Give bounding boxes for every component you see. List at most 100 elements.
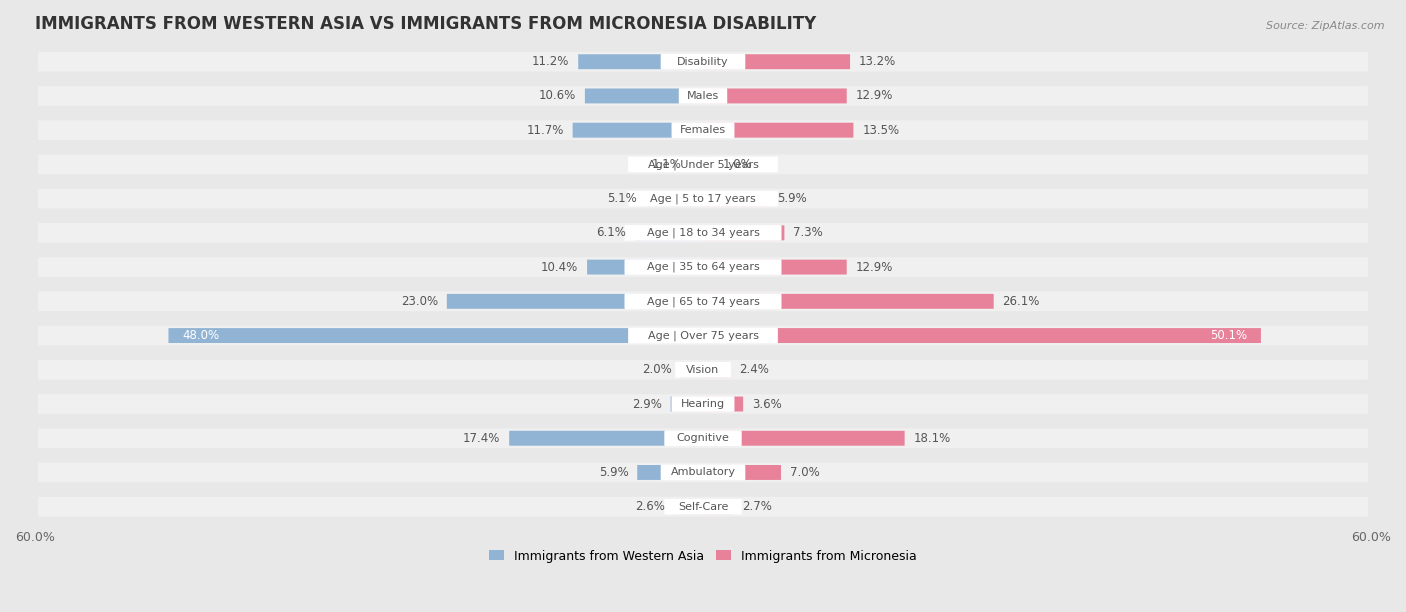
FancyBboxPatch shape	[661, 465, 745, 480]
FancyBboxPatch shape	[647, 191, 703, 206]
FancyBboxPatch shape	[38, 257, 1368, 277]
Text: 2.6%: 2.6%	[636, 500, 665, 513]
FancyBboxPatch shape	[690, 157, 703, 172]
Text: 1.0%: 1.0%	[723, 158, 752, 171]
Text: Cognitive: Cognitive	[676, 433, 730, 443]
FancyBboxPatch shape	[624, 225, 782, 241]
Text: 50.1%: 50.1%	[1211, 329, 1247, 342]
FancyBboxPatch shape	[681, 362, 703, 377]
Text: Disability: Disability	[678, 57, 728, 67]
FancyBboxPatch shape	[624, 259, 782, 275]
FancyBboxPatch shape	[703, 54, 851, 69]
FancyBboxPatch shape	[38, 291, 1368, 311]
FancyBboxPatch shape	[703, 157, 714, 172]
FancyBboxPatch shape	[672, 396, 734, 412]
FancyBboxPatch shape	[38, 86, 1368, 106]
Text: Age | 18 to 34 years: Age | 18 to 34 years	[647, 228, 759, 238]
Text: Ambulatory: Ambulatory	[671, 468, 735, 477]
FancyBboxPatch shape	[628, 157, 778, 172]
FancyBboxPatch shape	[703, 123, 853, 138]
Text: 10.6%: 10.6%	[538, 89, 576, 102]
Text: 2.4%: 2.4%	[738, 364, 769, 376]
FancyBboxPatch shape	[38, 52, 1368, 72]
Text: 1.1%: 1.1%	[652, 158, 682, 171]
Text: 5.9%: 5.9%	[778, 192, 807, 205]
Text: 6.1%: 6.1%	[596, 226, 626, 239]
Text: Females: Females	[681, 125, 725, 135]
Text: Males: Males	[688, 91, 718, 101]
FancyBboxPatch shape	[38, 428, 1368, 448]
FancyBboxPatch shape	[38, 223, 1368, 243]
FancyBboxPatch shape	[637, 465, 703, 480]
FancyBboxPatch shape	[509, 431, 703, 446]
FancyBboxPatch shape	[703, 362, 730, 377]
FancyBboxPatch shape	[703, 328, 1261, 343]
Text: 18.1%: 18.1%	[914, 431, 950, 445]
Text: 23.0%: 23.0%	[401, 295, 439, 308]
Text: 11.7%: 11.7%	[526, 124, 564, 136]
FancyBboxPatch shape	[572, 123, 703, 138]
Text: 7.3%: 7.3%	[793, 226, 823, 239]
Text: 48.0%: 48.0%	[181, 329, 219, 342]
Text: 17.4%: 17.4%	[463, 431, 501, 445]
FancyBboxPatch shape	[636, 225, 703, 241]
Text: 2.9%: 2.9%	[631, 398, 662, 411]
Text: Age | Over 75 years: Age | Over 75 years	[648, 330, 758, 341]
FancyBboxPatch shape	[169, 328, 703, 343]
FancyBboxPatch shape	[672, 122, 734, 138]
Text: 2.7%: 2.7%	[742, 500, 772, 513]
FancyBboxPatch shape	[703, 397, 744, 411]
Text: 12.9%: 12.9%	[855, 89, 893, 102]
Text: 13.5%: 13.5%	[862, 124, 900, 136]
Text: Age | 5 to 17 years: Age | 5 to 17 years	[650, 193, 756, 204]
FancyBboxPatch shape	[38, 155, 1368, 174]
FancyBboxPatch shape	[628, 191, 778, 206]
FancyBboxPatch shape	[578, 54, 703, 69]
Text: Source: ZipAtlas.com: Source: ZipAtlas.com	[1267, 21, 1385, 31]
Text: Age | 35 to 64 years: Age | 35 to 64 years	[647, 262, 759, 272]
Text: 5.9%: 5.9%	[599, 466, 628, 479]
FancyBboxPatch shape	[679, 88, 727, 104]
Text: 5.1%: 5.1%	[607, 192, 637, 205]
FancyBboxPatch shape	[703, 465, 780, 480]
Text: 13.2%: 13.2%	[859, 55, 896, 68]
FancyBboxPatch shape	[703, 431, 904, 446]
FancyBboxPatch shape	[588, 259, 703, 275]
Text: Age | 65 to 74 years: Age | 65 to 74 years	[647, 296, 759, 307]
FancyBboxPatch shape	[38, 497, 1368, 517]
FancyBboxPatch shape	[703, 89, 846, 103]
Text: Vision: Vision	[686, 365, 720, 375]
FancyBboxPatch shape	[703, 499, 733, 514]
Text: 10.4%: 10.4%	[541, 261, 578, 274]
Text: 26.1%: 26.1%	[1002, 295, 1040, 308]
FancyBboxPatch shape	[671, 397, 703, 411]
Text: 11.2%: 11.2%	[531, 55, 569, 68]
FancyBboxPatch shape	[624, 294, 782, 309]
Text: Age | Under 5 years: Age | Under 5 years	[648, 159, 758, 170]
FancyBboxPatch shape	[447, 294, 703, 309]
Text: IMMIGRANTS FROM WESTERN ASIA VS IMMIGRANTS FROM MICRONESIA DISABILITY: IMMIGRANTS FROM WESTERN ASIA VS IMMIGRAN…	[35, 15, 817, 33]
Text: 12.9%: 12.9%	[855, 261, 893, 274]
FancyBboxPatch shape	[38, 463, 1368, 482]
FancyBboxPatch shape	[673, 499, 703, 514]
FancyBboxPatch shape	[628, 328, 778, 343]
FancyBboxPatch shape	[38, 360, 1368, 379]
FancyBboxPatch shape	[675, 362, 731, 378]
FancyBboxPatch shape	[664, 499, 742, 515]
Text: Hearing: Hearing	[681, 399, 725, 409]
FancyBboxPatch shape	[661, 54, 745, 70]
FancyBboxPatch shape	[703, 294, 994, 309]
Text: 7.0%: 7.0%	[790, 466, 820, 479]
FancyBboxPatch shape	[38, 394, 1368, 414]
Text: 2.0%: 2.0%	[643, 364, 672, 376]
FancyBboxPatch shape	[703, 191, 769, 206]
Text: 3.6%: 3.6%	[752, 398, 782, 411]
FancyBboxPatch shape	[38, 188, 1368, 209]
Text: Self-Care: Self-Care	[678, 502, 728, 512]
Legend: Immigrants from Western Asia, Immigrants from Micronesia: Immigrants from Western Asia, Immigrants…	[484, 545, 922, 567]
FancyBboxPatch shape	[703, 225, 785, 241]
FancyBboxPatch shape	[664, 430, 742, 446]
FancyBboxPatch shape	[703, 259, 846, 275]
FancyBboxPatch shape	[585, 89, 703, 103]
FancyBboxPatch shape	[38, 326, 1368, 345]
